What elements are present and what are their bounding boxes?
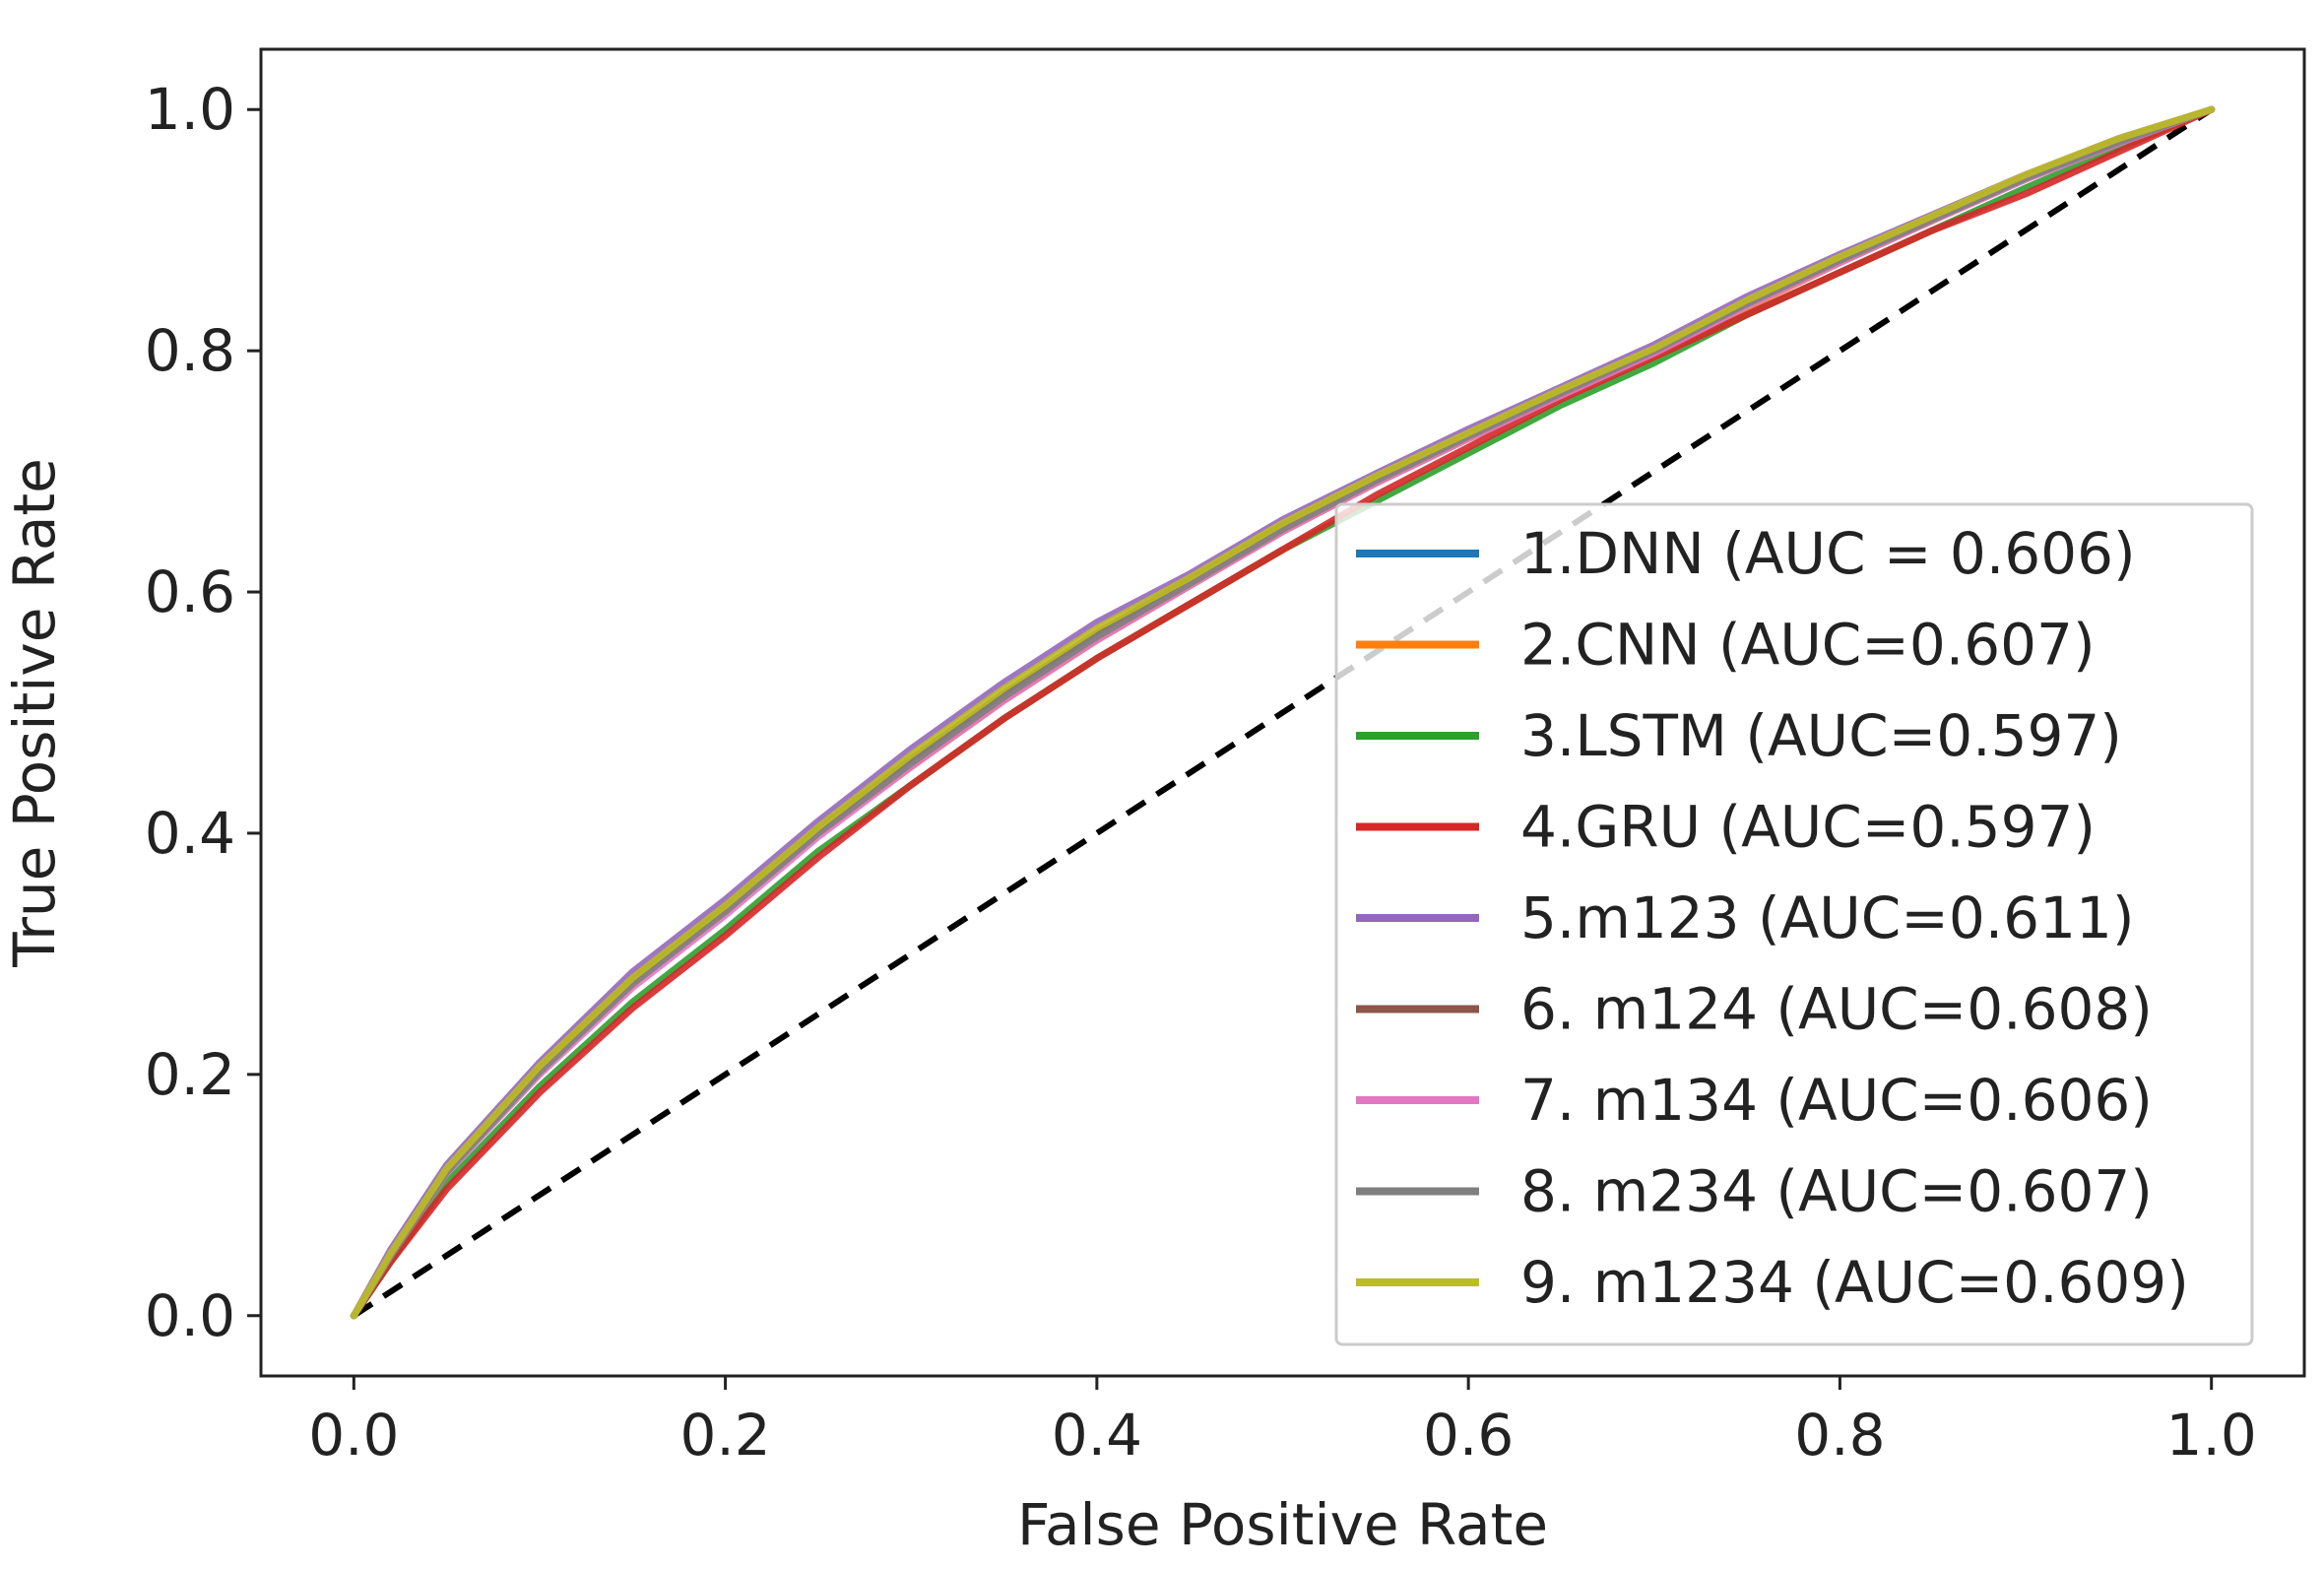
y-tick-label: 0.2 [145, 1041, 235, 1108]
legend-label-8: 8. m234 (AUC=0.607) [1520, 1158, 2153, 1225]
legend-label-7: 7. m134 (AUC=0.606) [1520, 1067, 2153, 1134]
legend-label-2: 2.CNN (AUC=0.607) [1520, 612, 2096, 679]
y-axis: 0.0 0.2 0.4 0.6 0.8 1.0 [145, 76, 261, 1349]
x-axis: 0.0 0.2 0.4 0.6 0.8 1.0 [308, 1376, 2257, 1469]
x-tick-label: 0.0 [308, 1402, 399, 1469]
y-axis-title: True Positive Rate [1, 458, 68, 968]
y-tick-label: 0.8 [145, 317, 235, 384]
y-tick-label: 0.0 [145, 1282, 235, 1349]
legend-label-6: 6. m124 (AUC=0.608) [1520, 976, 2153, 1043]
legend-label-9: 9. m1234 (AUC=0.609) [1520, 1249, 2189, 1316]
y-tick-label: 1.0 [145, 76, 235, 143]
series-line-9 [350, 105, 2216, 1320]
series-layer [350, 105, 2216, 1320]
legend-label-5: 5.m123 (AUC=0.611) [1520, 884, 2135, 951]
series-line-4 [350, 105, 2216, 1320]
legend: 1.DNN (AUC = 0.606) 2.CNN (AUC=0.607) 3.LS… [1334, 502, 2254, 1346]
chance-reference-line [352, 106, 2214, 1319]
legend-label-1: 1.DNN (AUC = 0.606) [1520, 520, 2136, 587]
x-tick-label: 0.2 [679, 1402, 770, 1469]
x-tick-label: 0.8 [1794, 1402, 1885, 1469]
reference-line-layer [352, 106, 2214, 1319]
x-tick-label: 0.6 [1423, 1402, 1514, 1469]
x-tick-label: 0.4 [1052, 1402, 1142, 1469]
y-tick-label: 0.6 [145, 558, 235, 625]
legend-items: 1.DNN (AUC = 0.606) 2.CNN (AUC=0.607) 3.LS… [1356, 520, 2189, 1316]
x-tick-label: 1.0 [2166, 1402, 2257, 1469]
legend-label-4: 4.GRU (AUC=0.597) [1520, 794, 2096, 861]
plot-frame [259, 47, 2306, 1378]
legend-box [1334, 502, 2254, 1346]
plot-area [259, 47, 2306, 1378]
y-tick-label: 0.4 [145, 800, 235, 867]
legend-label-3: 3.LSTM (AUC=0.597) [1520, 702, 2122, 769]
x-axis-title: False Positive Rate [1017, 1491, 1548, 1558]
